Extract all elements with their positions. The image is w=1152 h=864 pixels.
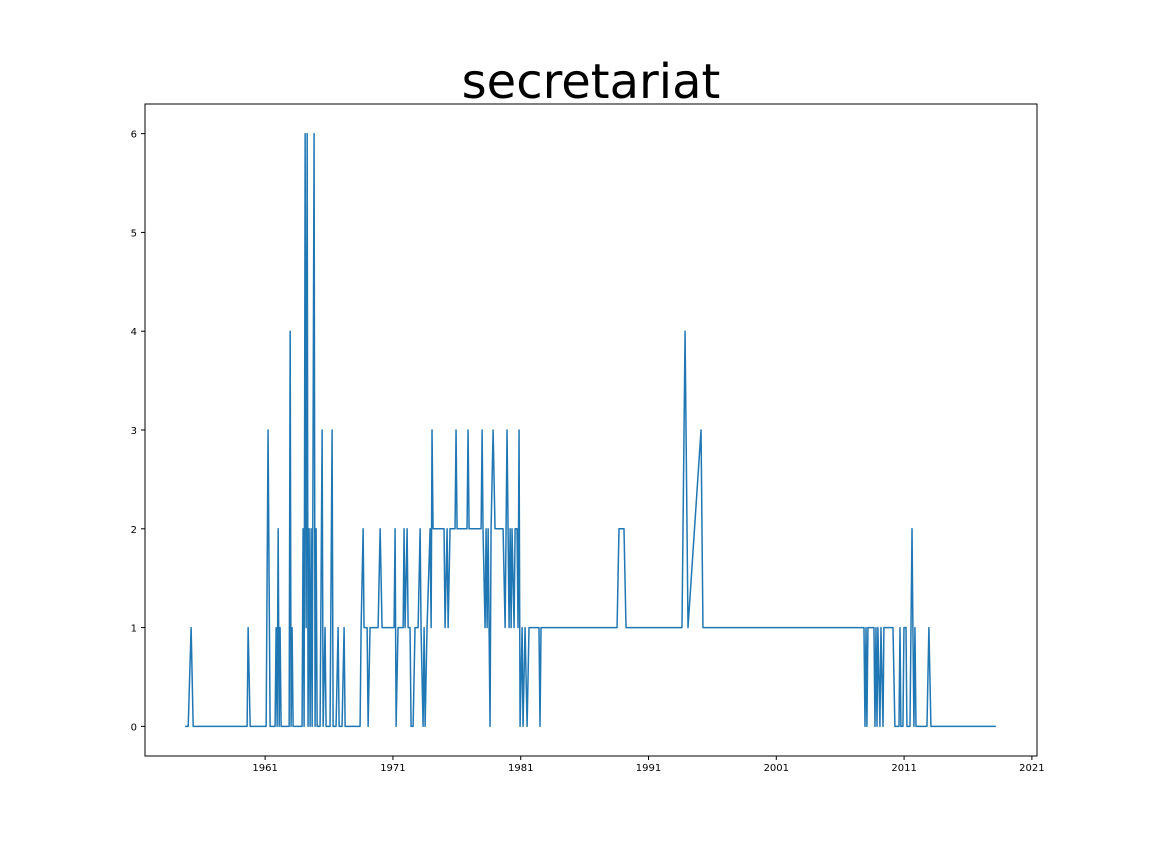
x-tick-label: 1981 <box>508 763 533 774</box>
y-tick-label: 6 <box>131 130 137 141</box>
y-tick-label: 3 <box>131 426 137 437</box>
y-tick-label: 1 <box>131 624 137 635</box>
y-tick-label: 0 <box>131 722 137 733</box>
chart-title: secretariat <box>462 54 721 110</box>
y-tick-label: 5 <box>131 228 137 239</box>
x-tick-label: 1961 <box>252 763 277 774</box>
x-tick-label: 1971 <box>380 763 405 774</box>
y-tick-label: 2 <box>131 525 137 536</box>
y-tick-label: 4 <box>131 327 137 338</box>
x-tick-label: 2001 <box>764 763 789 774</box>
data-line <box>185 132 996 728</box>
x-tick-label: 2021 <box>1019 763 1044 774</box>
x-tick-label: 2011 <box>891 763 916 774</box>
x-tick-label: 1991 <box>636 763 661 774</box>
